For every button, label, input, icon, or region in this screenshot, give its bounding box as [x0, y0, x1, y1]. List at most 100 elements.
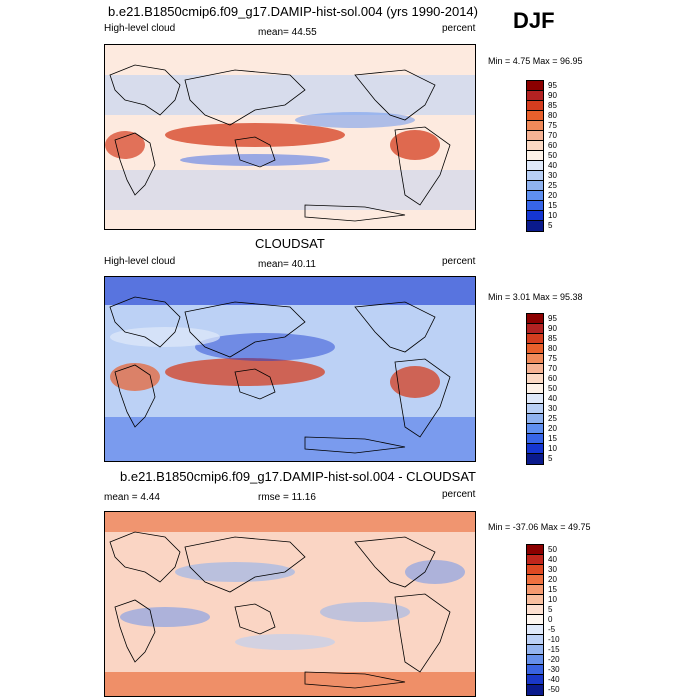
panel1-minmax: Min = 4.75 Max = 96.95	[488, 56, 583, 66]
colorbar-tick-label: -20	[548, 655, 560, 664]
field-blob	[390, 366, 440, 398]
panel2-minmax: Min = 3.01 Max = 95.38	[488, 292, 583, 302]
colorbar-tick-label: 30	[548, 404, 557, 413]
panel2-variable-label: High-level cloud	[104, 256, 176, 267]
coastline	[114, 364, 156, 428]
panel2-colorbar	[526, 313, 544, 465]
coastline	[109, 296, 181, 348]
colorbar-tick-label: 10	[548, 595, 557, 604]
colorbar-tick-label: 85	[548, 101, 557, 110]
colorbar-segment	[527, 665, 543, 675]
coastline	[394, 358, 451, 438]
colorbar-segment	[527, 364, 543, 374]
coastline	[354, 536, 436, 588]
colorbar-segment	[527, 675, 543, 685]
field-band	[105, 672, 475, 696]
colorbar-tick-label: 5	[548, 605, 553, 614]
panel3-map	[104, 511, 476, 697]
colorbar-segment	[527, 625, 543, 635]
panel1-units-label: percent	[442, 23, 476, 34]
colorbar-segment	[527, 655, 543, 665]
field-blob	[180, 154, 330, 166]
colorbar-tick-label: 40	[548, 161, 557, 170]
colorbar-tick-label: 90	[548, 324, 557, 333]
colorbar-tick-label: 50	[548, 545, 557, 554]
colorbar-segment	[527, 314, 543, 324]
panel2-mean-label: mean= 40.11	[258, 259, 316, 270]
coastline	[109, 64, 181, 116]
colorbar-tick-label: 5	[548, 454, 553, 463]
colorbar-tick-label: 5	[548, 221, 553, 230]
panel3-mean-label: mean = 4.44	[104, 492, 160, 503]
colorbar-segment	[527, 131, 543, 141]
colorbar-segment	[527, 211, 543, 221]
colorbar-segment	[527, 121, 543, 131]
field-blob	[110, 363, 160, 391]
colorbar-segment	[527, 414, 543, 424]
colorbar-segment	[527, 171, 543, 181]
colorbar-tick-label: 15	[548, 585, 557, 594]
panel2-map-field	[105, 277, 475, 461]
field-blob	[405, 560, 465, 584]
colorbar-segment	[527, 575, 543, 585]
panel3-units-label: percent	[442, 489, 476, 500]
season-label: DJF	[513, 8, 555, 33]
panel3-colorbar	[526, 544, 544, 696]
panel1-mean-label: mean= 44.55	[258, 27, 317, 38]
colorbar-tick-label: 40	[548, 394, 557, 403]
field-band	[105, 512, 475, 532]
colorbar-segment	[527, 444, 543, 454]
colorbar-segment	[527, 101, 543, 111]
colorbar-segment	[527, 191, 543, 201]
colorbar-segment	[527, 615, 543, 625]
colorbar-tick-label: -40	[548, 675, 560, 684]
field-blob	[165, 358, 325, 386]
colorbar-tick-label: 20	[548, 424, 557, 433]
field-blob	[295, 112, 415, 128]
colorbar-tick-label: 75	[548, 354, 557, 363]
colorbar-tick-label: 30	[548, 171, 557, 180]
colorbar-segment	[527, 221, 543, 231]
coastline	[304, 671, 406, 689]
field-blob	[195, 333, 335, 361]
colorbar-segment	[527, 434, 543, 444]
field-blob	[120, 607, 210, 627]
colorbar-segment	[527, 565, 543, 575]
panel1-colorbar	[526, 80, 544, 232]
field-blob	[235, 634, 335, 650]
field-band	[105, 417, 475, 461]
colorbar-segment	[527, 374, 543, 384]
colorbar-tick-label: 10	[548, 211, 557, 220]
panel2-map	[104, 276, 476, 462]
colorbar-segment	[527, 384, 543, 394]
colorbar-segment	[527, 201, 543, 211]
coastline	[234, 603, 276, 635]
colorbar-tick-label: 0	[548, 615, 553, 624]
colorbar-tick-label: -5	[548, 625, 556, 634]
colorbar-segment	[527, 344, 543, 354]
colorbar-tick-label: 85	[548, 334, 557, 343]
colorbar-segment	[527, 585, 543, 595]
colorbar-tick-label: -15	[548, 645, 560, 654]
colorbar-segment	[527, 595, 543, 605]
panel2-units-label: percent	[442, 256, 476, 267]
coastline	[114, 132, 156, 196]
colorbar-tick-label: 80	[548, 344, 557, 353]
coastline	[184, 69, 306, 126]
colorbar-segment	[527, 354, 543, 364]
colorbar-tick-label: 20	[548, 575, 557, 584]
colorbar-tick-label: 25	[548, 414, 557, 423]
colorbar-tick-label: 40	[548, 555, 557, 564]
colorbar-segment	[527, 424, 543, 434]
colorbar-segment	[527, 454, 543, 464]
coastline	[234, 368, 276, 400]
field-band	[105, 512, 475, 696]
colorbar-tick-label: 50	[548, 151, 557, 160]
colorbar-tick-label: 15	[548, 434, 557, 443]
colorbar-segment	[527, 605, 543, 615]
colorbar-tick-label: 90	[548, 91, 557, 100]
colorbar-segment	[527, 161, 543, 171]
colorbar-segment	[527, 181, 543, 191]
field-blob	[165, 123, 345, 147]
field-blob	[105, 131, 145, 159]
